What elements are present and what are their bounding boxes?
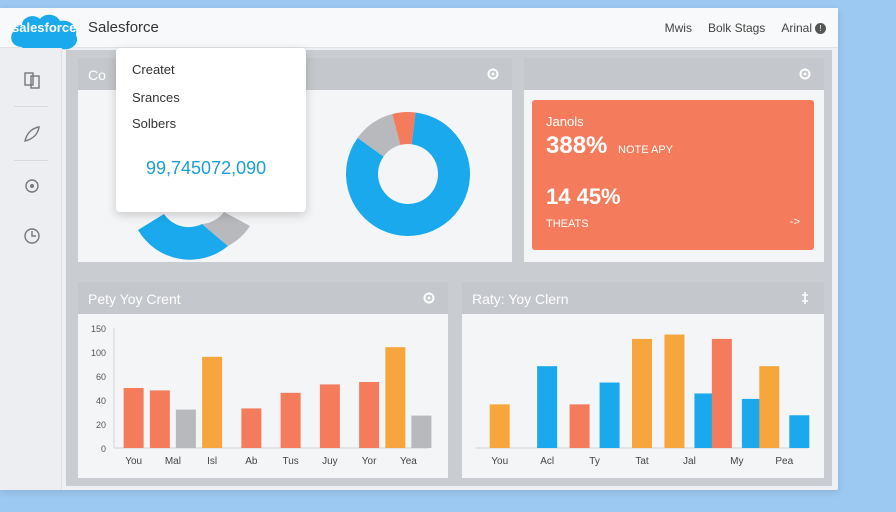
dropdown-menu: Createt Srances Solbers 99,745072,090 <box>116 48 306 212</box>
x-tick-label: Isl <box>207 456 217 467</box>
x-tick-label: My <box>730 456 743 467</box>
panel-header: Pety Yoy Crent <box>78 282 448 314</box>
x-tick-label: Ty <box>589 456 600 467</box>
leaf-icon[interactable] <box>22 124 42 144</box>
clock-icon[interactable] <box>22 226 42 246</box>
menu-item-bolk-stags[interactable]: Bolk Stags <box>707 21 766 35</box>
bar[interactable] <box>385 347 406 448</box>
bar[interactable] <box>741 398 762 448</box>
top-menu: Mwis Bolk Stags Arinal! <box>665 21 826 35</box>
x-tick-label: Jal <box>683 456 696 467</box>
donut-slice[interactable] <box>357 114 401 157</box>
info-icon[interactable]: ! <box>815 23 826 34</box>
gear-icon[interactable] <box>486 67 500 81</box>
y-tick-label: 0 <box>101 444 106 454</box>
x-tick-label: Ab <box>245 456 258 467</box>
donut-area <box>138 112 470 260</box>
x-tick-label: You <box>491 456 508 467</box>
x-tick-label: Tat <box>635 456 649 467</box>
dropdown-value: 99,745072,090 <box>146 158 267 178</box>
bar[interactable] <box>280 392 301 448</box>
panel-header <box>524 58 824 90</box>
bar[interactable] <box>202 356 223 448</box>
bar[interactable] <box>411 415 432 448</box>
bar-panel-right: Raty: Yoy Clern You Acl Ty Tat Jal My Pea <box>462 282 824 478</box>
x-tick-label: Acl <box>540 456 554 467</box>
bar[interactable] <box>359 382 380 448</box>
donut-back <box>138 212 250 260</box>
gear-icon[interactable] <box>422 291 436 305</box>
app-window: salesforce Salesforce Mwis Bolk Stags Ar… <box>0 8 838 490</box>
bar-chart-left: 0 20 40 60 100 150 You Mal Isl Ab Tus Juy Yor Yea <box>91 324 432 467</box>
bar[interactable] <box>175 409 196 448</box>
menu-item-arinal[interactable]: Arinal! <box>781 21 826 35</box>
dropdown-item-createt[interactable]: Createt <box>132 62 175 77</box>
y-tick-label: 20 <box>96 420 106 430</box>
bar[interactable] <box>711 338 732 448</box>
arrow-right-icon[interactable]: -> <box>789 216 800 228</box>
y-tick-label: 60 <box>96 372 106 382</box>
x-tick-label: Mal <box>165 456 181 467</box>
kpi-note: NOTE APY <box>618 144 674 156</box>
gear-icon[interactable] <box>798 67 812 81</box>
y-tick-label: 40 <box>96 396 106 406</box>
kpi-panel: Janols 388% NOTE APY 14 45% THEATS -> <box>524 58 824 262</box>
app-title: Salesforce <box>88 19 159 36</box>
bar[interactable] <box>123 388 144 448</box>
bar[interactable] <box>632 338 652 448</box>
x-tick-label: Juy <box>322 456 338 467</box>
kpi-big-value: 388% <box>546 132 608 159</box>
kpi-card[interactable]: Janols 388% NOTE APY 14 45% THEATS -> <box>532 100 814 250</box>
cards-icon[interactable] <box>22 70 42 90</box>
bar[interactable] <box>149 390 170 448</box>
x-tick-label: Yea <box>400 456 417 467</box>
bar[interactable] <box>759 366 780 448</box>
donut-chart <box>345 112 470 236</box>
bar[interactable] <box>694 393 715 448</box>
bar-panel-left: Pety Yoy Crent 0 20 40 60 100 150 You Mal Isl Ab T… <box>78 282 448 478</box>
dropdown-item-solbers[interactable]: Solbers <box>132 116 177 131</box>
bar[interactable] <box>241 408 262 448</box>
sidebar-divider <box>14 160 48 161</box>
panel-title: Raty: Yoy Clern <box>472 291 569 307</box>
bar[interactable] <box>537 366 558 448</box>
y-tick-label: 100 <box>91 348 106 358</box>
panel-title: Pety Yoy Crent <box>88 291 181 307</box>
settings-icon[interactable] <box>798 291 812 305</box>
y-tick-label: 150 <box>91 324 106 334</box>
x-tick-label: Tus <box>282 456 298 467</box>
menu-item-mwis[interactable]: Mwis <box>664 21 692 35</box>
donut-slice[interactable] <box>392 112 416 145</box>
salesforce-logo[interactable] <box>6 11 82 55</box>
bar[interactable] <box>664 334 685 448</box>
bar[interactable] <box>319 384 340 448</box>
x-tick-label: You <box>125 456 142 467</box>
bar-chart-right: You Acl Ty Tat Jal My Pea <box>476 334 810 467</box>
settings-icon[interactable] <box>22 176 42 196</box>
bar[interactable] <box>489 404 510 448</box>
x-tick-label: Pea <box>775 456 793 467</box>
donut-slice[interactable] <box>345 112 470 236</box>
bar[interactable] <box>569 404 590 448</box>
sidebar-divider <box>14 106 48 107</box>
bar[interactable] <box>599 382 620 448</box>
top-bar: salesforce Salesforce Mwis Bolk Stags Ar… <box>0 8 838 54</box>
menu-item-arinal-label: Arinal <box>781 21 812 35</box>
panel-title: Co <box>88 67 106 83</box>
sidebar <box>0 48 62 490</box>
kpi-second-value: 14 45% <box>546 184 621 209</box>
x-tick-label: Yor <box>362 456 377 467</box>
dropdown-item-srances[interactable]: Srances <box>132 90 180 105</box>
logo-text: salesforce <box>12 20 77 35</box>
kpi-label: Janols <box>546 114 584 129</box>
bar[interactable] <box>789 415 810 448</box>
panel-header: Raty: Yoy Clern <box>462 282 824 314</box>
kpi-sub-label: THEATS <box>546 218 589 230</box>
